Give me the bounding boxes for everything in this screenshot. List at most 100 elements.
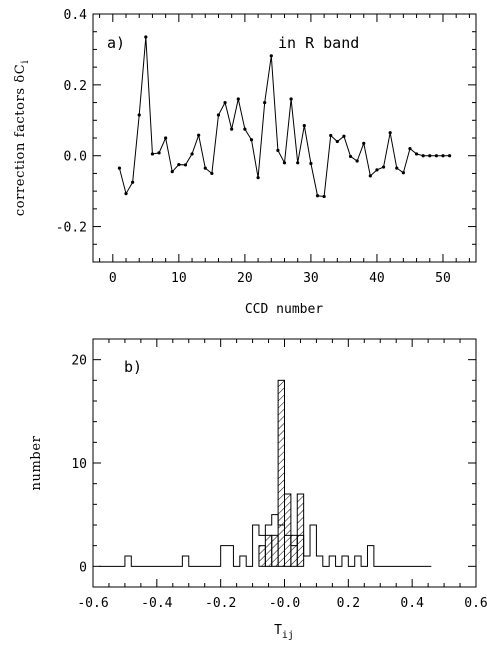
panel-b-hatched-bar bbox=[258, 545, 266, 567]
panel-b-xtick-label: 0.4 bbox=[400, 596, 424, 611]
panel-b-xlabel: Tij bbox=[274, 623, 294, 641]
panel-b-ytick-label: 20 bbox=[71, 354, 87, 369]
panel-a-ytick-label: 0.2 bbox=[64, 79, 87, 94]
panel-b-tick-labels: -0.6 -0.4 -0.2 -0.0 0.2 0.4 0.6 0 10 20 bbox=[71, 354, 487, 611]
panel-a-points bbox=[117, 35, 452, 199]
panel-b-xtick-label: 0.6 bbox=[464, 596, 487, 611]
panel-b-xtick-label: -0.2 bbox=[205, 596, 236, 611]
panel-a-point bbox=[362, 141, 366, 145]
panel-a-point bbox=[368, 174, 372, 178]
panel-a-point bbox=[197, 133, 201, 137]
panel-b-xtick-label: -0.4 bbox=[141, 596, 172, 611]
panel-a-xtick-label: 0 bbox=[109, 271, 117, 286]
panel-b-xlabel-main: T bbox=[274, 623, 282, 638]
panel-a-point bbox=[309, 161, 313, 166]
panel-a-point bbox=[395, 166, 399, 170]
panel-a-point bbox=[256, 176, 260, 180]
panel-a-xtick-label: 40 bbox=[369, 271, 385, 286]
panel-a-ytick-label: 0.4 bbox=[64, 8, 88, 23]
panel-a-point bbox=[117, 166, 122, 170]
panel-a-point bbox=[375, 168, 379, 172]
panel-a-ytick-label: 0.0 bbox=[64, 150, 87, 165]
panel-a-point bbox=[289, 97, 293, 101]
panel-a-point bbox=[335, 139, 339, 144]
panel-a-point bbox=[276, 148, 280, 152]
panel-a: 0 10 20 30 40 50 -0.2 0.0 0.2 0.4 a) in R band CC… bbox=[13, 8, 477, 317]
panel-a-point bbox=[144, 35, 148, 39]
panel-a-xlabel: CCD number bbox=[245, 302, 323, 317]
panel-a-ticks bbox=[93, 13, 476, 262]
panel-b-hatched-bar bbox=[290, 534, 298, 567]
panel-a-point bbox=[236, 97, 240, 101]
panel-a-point bbox=[124, 192, 128, 196]
panel-a-point bbox=[322, 194, 326, 199]
panel-a-xtick-label: 50 bbox=[435, 271, 451, 286]
panel-b-hatched-histogram bbox=[258, 379, 305, 567]
panel-b-label: b) bbox=[124, 358, 142, 376]
panel-a-point bbox=[210, 171, 214, 176]
panel-a-point bbox=[263, 100, 267, 105]
panel-a-point bbox=[170, 170, 174, 174]
panel-a-ylabel-sub: i bbox=[20, 60, 31, 64]
panel-a-point bbox=[137, 113, 141, 117]
panel-a-point bbox=[421, 154, 425, 158]
panel-a-point bbox=[150, 152, 155, 156]
panel-a-annotation: in R band bbox=[278, 34, 359, 52]
panel-a-point bbox=[434, 154, 438, 158]
panel-a-point bbox=[183, 163, 188, 167]
panel-a-point bbox=[388, 131, 392, 135]
panel-a-point bbox=[177, 162, 181, 167]
panel-a-point bbox=[157, 151, 161, 155]
panel-b-xtick-label: -0.0 bbox=[269, 596, 300, 611]
panel-b-outline-histogram bbox=[99, 514, 432, 567]
panel-a-point bbox=[414, 152, 419, 156]
panel-a-xtick-label: 10 bbox=[171, 271, 187, 286]
panel-a-point bbox=[401, 171, 405, 175]
panel-b-xlabel-sub: ij bbox=[282, 630, 294, 641]
panel-a-point bbox=[249, 138, 254, 142]
panel-a-ylabel: correction factors δCi bbox=[13, 60, 31, 216]
panel-a-point bbox=[428, 154, 432, 158]
panel-b-hatched-bar bbox=[271, 534, 279, 567]
panel-b-hatched-bar bbox=[296, 493, 305, 567]
panel-a-point bbox=[296, 161, 300, 165]
panel-b-ytick-label: 10 bbox=[71, 457, 87, 472]
panel-a-label: a) bbox=[107, 34, 125, 52]
panel-a-ylabel-main: correction factors δC bbox=[13, 64, 28, 217]
panel-b-ticks bbox=[92, 339, 477, 587]
panel-a-point bbox=[230, 127, 234, 131]
panel-a-point bbox=[243, 127, 247, 131]
panel-a-point bbox=[381, 165, 386, 169]
panel-a-point bbox=[441, 154, 445, 158]
panel-a-xtick-label: 20 bbox=[237, 271, 253, 286]
panel-a-point bbox=[355, 159, 359, 163]
panel-a-point bbox=[315, 194, 320, 198]
panel-b-hatched-bar bbox=[264, 534, 273, 567]
panel-a-point bbox=[348, 154, 353, 159]
panel-a-point bbox=[164, 136, 168, 140]
panel-a-point bbox=[447, 154, 452, 158]
panel-a-point bbox=[329, 133, 333, 138]
panel-b-hatched-bar bbox=[284, 493, 292, 567]
panel-a-series-line bbox=[118, 36, 450, 198]
panel-a-point bbox=[269, 54, 273, 58]
panel-b-xtick-label: -0.6 bbox=[77, 596, 108, 611]
panel-a-point bbox=[282, 161, 287, 165]
panel-a-point bbox=[216, 113, 221, 117]
panel-a-ytick-label: -0.2 bbox=[56, 221, 87, 236]
panel-a-point bbox=[342, 134, 346, 138]
panel-b-ytick-label: 0 bbox=[79, 560, 87, 575]
panel-b: -0.6 -0.4 -0.2 -0.0 0.2 0.4 0.6 0 10 20 b) Tij nu… bbox=[29, 338, 487, 641]
panel-a-point bbox=[190, 152, 194, 156]
panel-a-point bbox=[223, 100, 227, 105]
panel-a-tick-labels: 0 10 20 30 40 50 -0.2 0.0 0.2 0.4 bbox=[56, 8, 451, 286]
panel-b-xtick-label: 0.2 bbox=[337, 596, 360, 611]
panel-a-point bbox=[203, 166, 207, 170]
panel-a-point bbox=[302, 124, 306, 128]
panel-a-point bbox=[408, 147, 412, 151]
panel-b-ylabel: number bbox=[29, 435, 44, 490]
panel-b-hatched-bar bbox=[277, 379, 286, 567]
panel-a-point bbox=[131, 180, 135, 184]
panel-a-xtick-label: 30 bbox=[303, 271, 319, 286]
